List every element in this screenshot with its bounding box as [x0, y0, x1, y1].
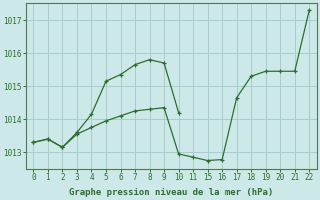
X-axis label: Graphe pression niveau de la mer (hPa): Graphe pression niveau de la mer (hPa)	[69, 188, 274, 197]
